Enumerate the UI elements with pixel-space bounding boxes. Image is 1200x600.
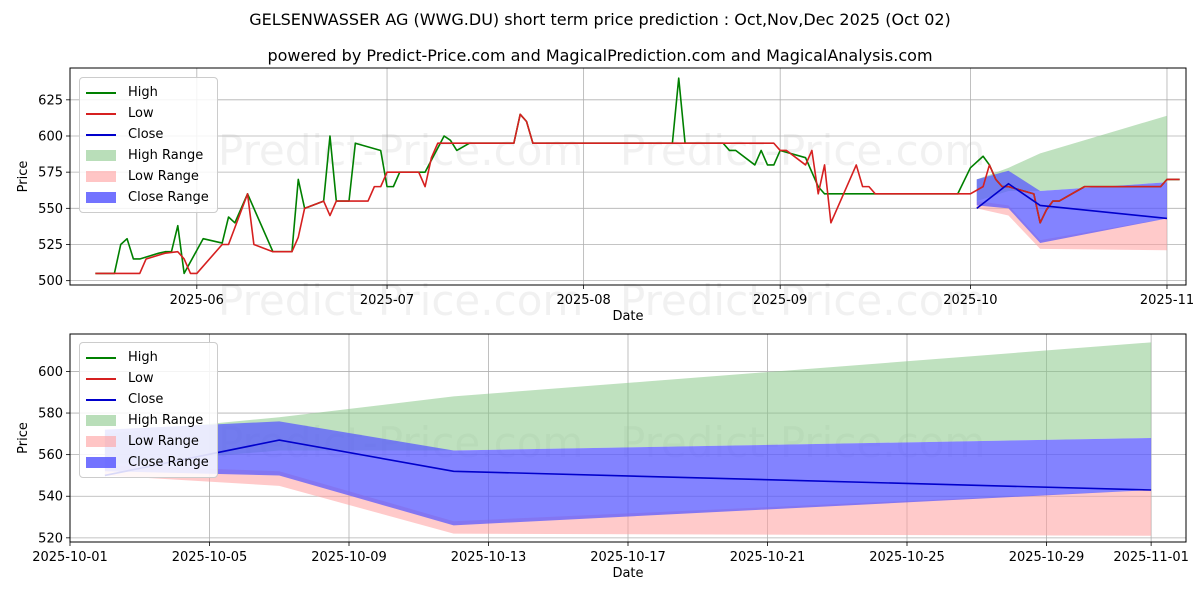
legend-item: Low Range (86, 431, 209, 452)
y-tick-label: 600 (38, 365, 63, 380)
legend-bottom: High Low Close High Range Low Range Close Ran… (79, 342, 218, 478)
legend-label: Low Range (128, 434, 199, 449)
chart-title: GELSENWASSER AG (WWG.DU) short term pric… (249, 10, 951, 29)
x-axis-label: Date (612, 566, 643, 581)
legend-top: High Low Close High Range Low Range Close Ran… (79, 77, 218, 213)
legend-label: Low (128, 371, 154, 386)
legend-swatch (86, 133, 116, 136)
x-tick-label: 2025-07 (360, 293, 414, 308)
legend-item: Low (86, 368, 209, 389)
low-range-band (976, 201, 1167, 251)
legend-item: High Range (86, 410, 209, 431)
legend-swatch (86, 112, 116, 115)
x-tick-label: 2025-08 (556, 293, 610, 308)
legend-swatch (86, 377, 116, 380)
y-tick-label: 600 (38, 129, 63, 144)
close-range-band (976, 170, 1167, 244)
high-range-band (976, 115, 1167, 202)
legend-label: Close (128, 127, 164, 142)
legend-swatch (86, 356, 116, 359)
x-tick-label: 2025-10-05 (172, 550, 248, 565)
x-tick-label: 2025-10-29 (1009, 550, 1085, 565)
x-tick-label: 2025-10-13 (451, 550, 527, 565)
y-tick-label: 580 (38, 407, 63, 422)
legend-label: High (128, 350, 158, 365)
legend-item: High Range (86, 145, 209, 166)
x-axis-label: Date (612, 309, 643, 324)
legend-label: Low Range (128, 169, 199, 184)
y-tick-label: 500 (38, 274, 63, 289)
x-tick-label: 2025-09 (753, 293, 807, 308)
legend-swatch (86, 91, 116, 94)
y-tick-label: 520 (38, 531, 63, 546)
low-series-line (95, 113, 1180, 275)
legend-swatch (86, 436, 116, 447)
legend-item: Close (86, 124, 209, 145)
legend-label: High Range (128, 413, 204, 428)
legend-label: Low (128, 106, 154, 121)
legend-item: Close Range (86, 452, 209, 473)
legend-item: Low (86, 103, 209, 124)
legend-label: Close Range (128, 455, 209, 470)
x-tick-label: 2025-10 (943, 293, 997, 308)
y-tick-label: 560 (38, 448, 63, 463)
legend-item: Low Range (86, 166, 209, 187)
x-tick-label: 2025-11-01 (1113, 550, 1189, 565)
legend-swatch (86, 192, 116, 203)
plot-frame (69, 67, 1187, 286)
y-tick-label: 525 (38, 238, 63, 253)
y-tick-label: 550 (38, 202, 63, 217)
legend-swatch (86, 415, 116, 426)
plot-bottom: 520 540 560 580 600 2025-10-01 2025-10-05 2025-… (16, 333, 1189, 581)
y-axis-label: Price (16, 161, 31, 193)
watermark: Predict-Price.com (620, 276, 986, 325)
close-range-band (104, 421, 1152, 526)
legend-item: Close (86, 389, 209, 410)
y-tick-label: 540 (38, 490, 63, 505)
legend-label: Close Range (128, 190, 209, 205)
legend-label: High Range (128, 148, 204, 163)
legend-item: High (86, 347, 209, 368)
x-tick-label: 2025-10-17 (590, 550, 666, 565)
legend-swatch (86, 171, 116, 182)
legend-swatch (86, 457, 116, 468)
legend-swatch (86, 150, 116, 161)
x-tick-label: 2025-10-09 (311, 550, 387, 565)
y-tick-label: 575 (38, 166, 63, 181)
low-range-band (104, 465, 1152, 536)
y-axis-label: Price (16, 422, 31, 454)
y-tick-label: 625 (38, 93, 63, 108)
high-range-band (104, 342, 1152, 466)
x-tick-label: 2025-10-01 (32, 550, 108, 565)
chart-subtitle: powered by Predict-Price.com and Magical… (267, 46, 933, 65)
legend-label: High (128, 85, 158, 100)
legend-item: Close Range (86, 187, 209, 208)
x-tick-label: 2025-10-21 (730, 550, 806, 565)
legend-swatch (86, 398, 116, 401)
close-series-line (976, 182, 1168, 220)
watermark: Predict-Price.com (620, 126, 986, 175)
legend-label: Close (128, 392, 164, 407)
x-tick-label: 2025-11 (1140, 293, 1194, 308)
watermark: Predict-Price.com (218, 276, 584, 325)
x-tick-label: 2025-06 (170, 293, 224, 308)
legend-item: High (86, 82, 209, 103)
x-tick-label: 2025-10-25 (869, 550, 945, 565)
watermark: Predict-Price.com (218, 126, 584, 175)
plot-frame (69, 333, 1187, 543)
plot-top: 500 525 550 575 600 625 2025-06 2025-07 2025-08 2… (16, 67, 1194, 324)
